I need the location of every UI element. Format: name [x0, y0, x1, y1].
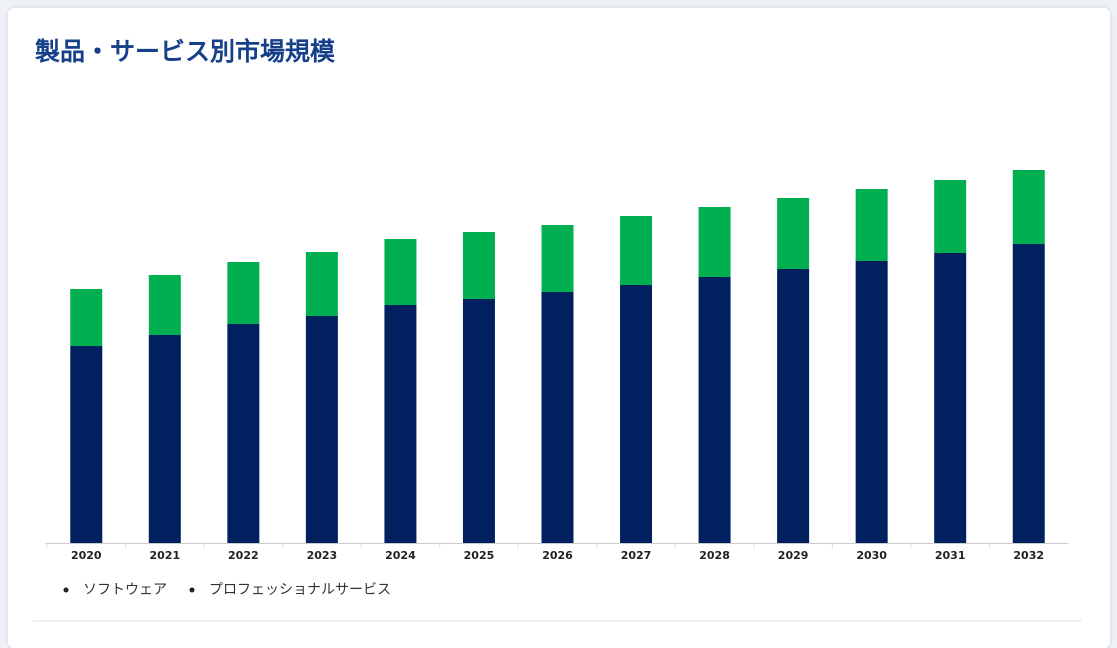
legend-label: ソフトウェア [83, 582, 167, 598]
bar-segment [305, 252, 338, 316]
bar-segment [934, 180, 967, 253]
bar-segment [1012, 244, 1045, 543]
x-tick-label: 2032 [1013, 549, 1044, 562]
bar-segment [620, 285, 653, 543]
bar-segment [227, 262, 260, 324]
x-tick-label: 2023 [307, 549, 338, 562]
bar-segment [227, 324, 260, 543]
x-tick-label: 2031 [935, 549, 966, 562]
bar-segment [148, 275, 181, 335]
bar-segment [855, 261, 888, 543]
bar-segment [855, 189, 888, 261]
x-tick-label: 2025 [464, 549, 495, 562]
x-tick-label: 2020 [71, 549, 102, 562]
x-tick-label: 2029 [778, 549, 809, 562]
chart-title: 製品・サービス別市場規模 [34, 37, 336, 66]
bar-segment [698, 207, 731, 277]
bar-segment [777, 198, 810, 269]
bar-segment [1012, 170, 1045, 244]
legend-bullet [189, 587, 195, 593]
bar-segment [70, 346, 103, 543]
x-tick-label: 2028 [699, 549, 730, 562]
chart: 製品・サービス別市場規模 2020 2021 2022 2023 2024 2025 202… [33, 37, 1082, 622]
bar-segment [620, 216, 653, 285]
bar-segment [305, 316, 338, 543]
bar-segment [698, 277, 731, 543]
bar-segment [777, 269, 810, 543]
bar-segment [934, 253, 967, 543]
x-tick-label: 2024 [385, 549, 416, 562]
legend-bullet [63, 587, 69, 593]
x-tick-label: 2022 [228, 549, 259, 562]
bar-segment [384, 239, 417, 305]
bar-segment [462, 232, 495, 299]
bar-segment [462, 299, 495, 543]
bar-segment [148, 335, 181, 543]
bar-segment [541, 292, 574, 543]
bar-segment [541, 225, 574, 292]
legend-label: プロフェッショナルサービス [209, 582, 391, 598]
bar-segment [70, 289, 103, 346]
x-tick-label: 2026 [542, 549, 573, 562]
x-tick-label: 2027 [621, 549, 652, 562]
x-tick-label: 2030 [856, 549, 887, 562]
page: {"chart_data": {"type": "stacked-bar", "… [8, 8, 1110, 648]
bar-segment [384, 305, 417, 543]
x-tick-label: 2021 [149, 549, 180, 562]
